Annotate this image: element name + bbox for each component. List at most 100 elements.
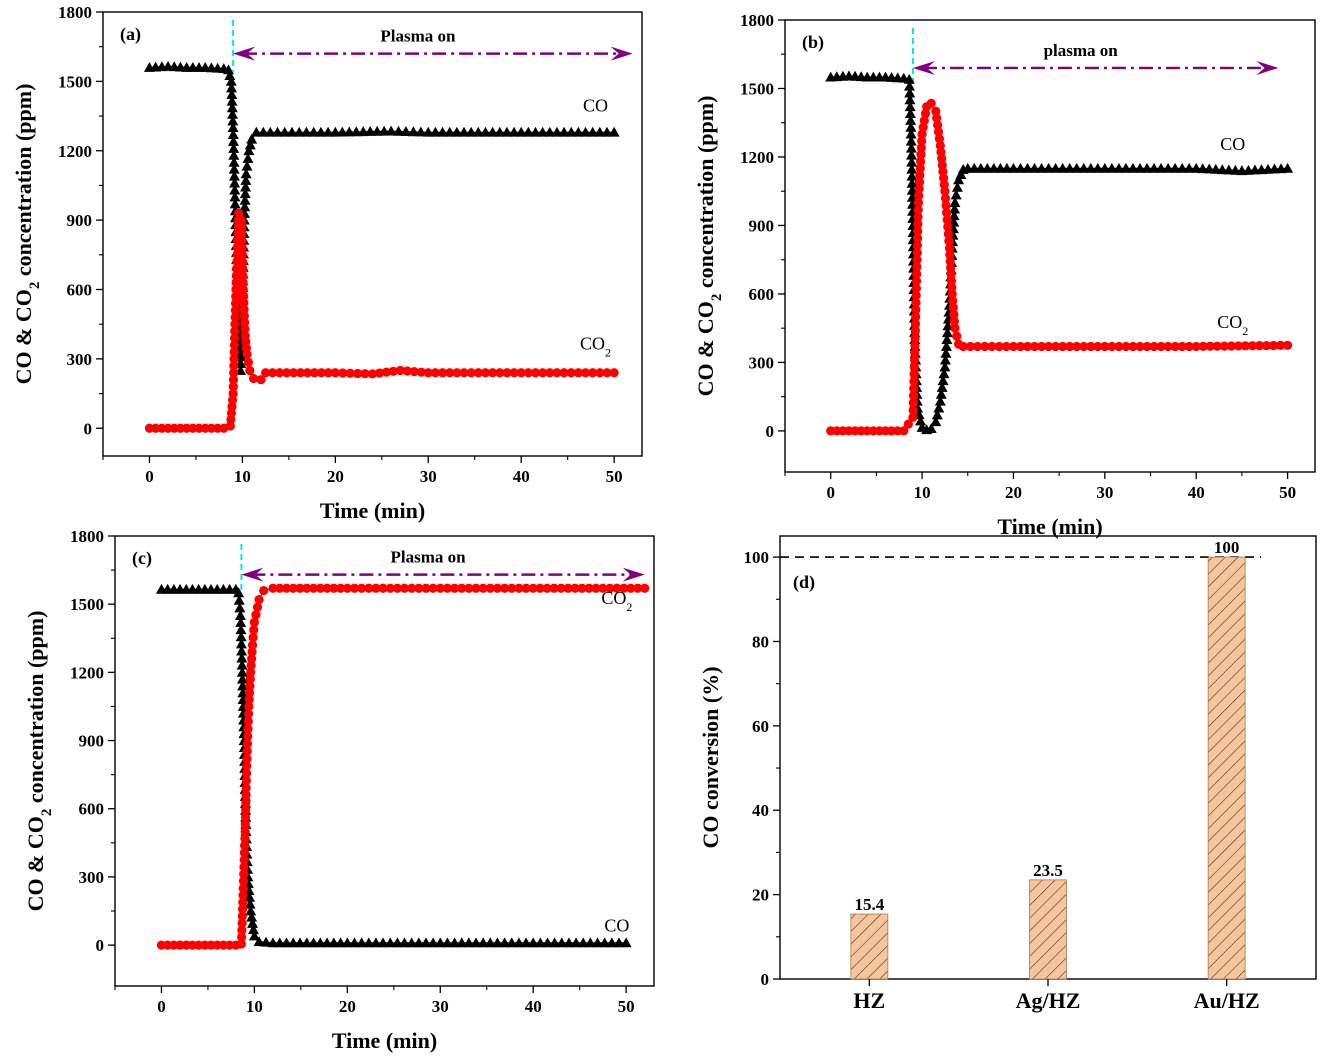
- co-data-point: [300, 126, 312, 137]
- co-data-point: [906, 149, 918, 160]
- co-data-point: [308, 126, 320, 137]
- y-tick-label: 100: [744, 548, 770, 567]
- co-data-point: [364, 126, 376, 136]
- co2-data-point: [228, 382, 238, 392]
- co2-data-point: [459, 368, 469, 378]
- co-data-point: [520, 937, 532, 948]
- co2-data-point: [229, 354, 239, 364]
- co-data-point: [1169, 162, 1181, 173]
- co-data-point: [1092, 162, 1104, 173]
- co2-data-point: [239, 311, 249, 321]
- co-data-point: [592, 937, 604, 948]
- co2-data-point: [944, 243, 955, 253]
- y-tick-label: 0: [96, 936, 105, 955]
- co-data-point: [544, 126, 556, 137]
- co-data-point: [563, 937, 575, 948]
- co-data-point: [456, 937, 468, 948]
- co2-data-point: [912, 269, 922, 279]
- co2-data-point: [316, 368, 326, 378]
- co-data-point: [241, 160, 253, 171]
- bar-value-label: 23.5: [1033, 861, 1063, 880]
- co2-data-point: [288, 583, 298, 593]
- co-data-point: [487, 126, 499, 137]
- series-label: CO: [583, 95, 608, 115]
- co2-data-point: [640, 583, 650, 593]
- x-tick-label: 0: [157, 997, 166, 1016]
- co-data-point: [422, 126, 434, 137]
- co2-data-point: [916, 150, 926, 160]
- series-line: [161, 587, 645, 946]
- co2-data-point: [237, 229, 247, 239]
- co2-data-point: [248, 373, 259, 384]
- co-data-point: [513, 937, 525, 948]
- y-tick-label: 600: [749, 285, 775, 304]
- co2-data-point: [445, 368, 455, 378]
- x-tick-label: 0: [145, 467, 154, 486]
- co2-data-point: [247, 647, 257, 657]
- co2-data-point: [329, 583, 339, 593]
- co2-data-point: [335, 583, 346, 593]
- co2-data-point: [908, 405, 918, 415]
- y-tick-label: 20: [752, 886, 769, 905]
- co2-data-point: [912, 255, 922, 265]
- co2-data-point: [1001, 341, 1011, 352]
- co2-data-point: [911, 312, 921, 322]
- y-tick-label: 40: [752, 801, 769, 820]
- bar-value-label: 100: [1214, 538, 1240, 557]
- co2-data-point: [521, 583, 531, 593]
- co-data-point: [293, 126, 305, 137]
- co-data-point: [940, 340, 952, 351]
- co-data-point: [599, 937, 611, 948]
- co-data-point: [491, 937, 503, 948]
- series-label: CO: [604, 915, 629, 935]
- panel-label: (c): [132, 548, 152, 569]
- co-data-point: [905, 142, 917, 153]
- co2-data-point: [1086, 341, 1096, 352]
- panel-label: (a): [120, 24, 141, 45]
- co-data-point: [941, 334, 953, 344]
- co-data-point: [1029, 162, 1041, 173]
- co2-data-point: [360, 369, 370, 379]
- co2-data-point: [919, 115, 929, 126]
- co-data-point: [534, 937, 546, 948]
- co2-data-point: [1240, 341, 1251, 351]
- series-co: [155, 583, 632, 948]
- co-data-point: [235, 617, 247, 628]
- co2-data-point: [268, 583, 278, 593]
- x-tick-label: 10: [914, 483, 931, 502]
- co2-data-point: [932, 113, 942, 123]
- co-data-point: [413, 937, 425, 948]
- co2-data-point: [240, 841, 250, 851]
- co-data-point: [246, 133, 258, 144]
- co2-data-point: [609, 368, 619, 378]
- co-data-point: [904, 108, 916, 118]
- plasma-arrow-head-left: [912, 60, 935, 75]
- co2-data-point: [395, 365, 405, 376]
- co2-data-point: [1219, 341, 1229, 351]
- co-data-point: [465, 126, 477, 137]
- co2-data-point: [414, 583, 424, 593]
- co2-data-point: [502, 368, 512, 378]
- co2-data-point: [240, 324, 250, 334]
- co2-data-point: [915, 163, 925, 173]
- co-data-point: [235, 638, 247, 649]
- co2-data-point: [402, 366, 412, 376]
- co-data-point: [470, 937, 482, 948]
- co2-data-point: [228, 388, 238, 399]
- co-data-point: [1155, 162, 1167, 173]
- co2-data-point: [367, 369, 378, 379]
- y-axis-title-part: concentration (ppm): [693, 96, 718, 294]
- co2-data-point: [1212, 341, 1222, 351]
- co-data-point: [1085, 162, 1097, 173]
- co-data-point: [245, 905, 257, 916]
- co2-data-point: [442, 583, 453, 593]
- co2-data-point: [1268, 340, 1279, 351]
- series-co2: [144, 208, 619, 433]
- co2-data-point: [911, 276, 922, 286]
- co2-data-point: [612, 583, 622, 593]
- co2-data-point: [912, 262, 922, 272]
- co2-data-point: [580, 368, 591, 378]
- co-data-point: [406, 937, 418, 948]
- co2-data-point: [559, 368, 569, 378]
- co2-data-point: [435, 583, 445, 593]
